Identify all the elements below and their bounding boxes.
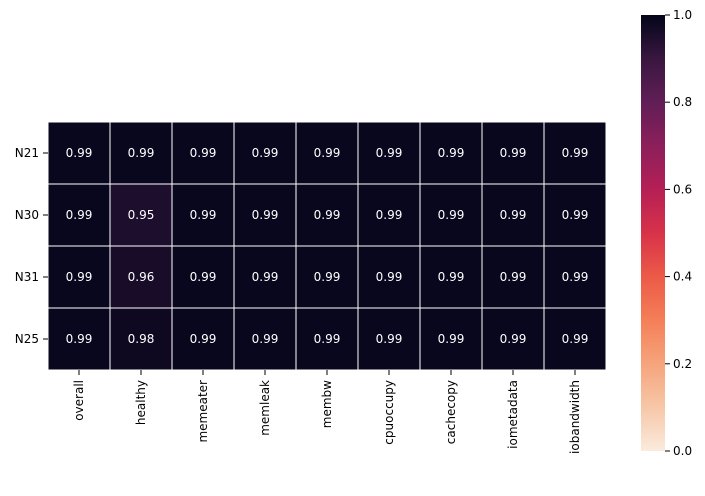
heatmap-cell — [419, 245, 483, 309]
cell-value-label: 0.99 — [376, 208, 403, 222]
heatmap-cell — [47, 245, 111, 309]
cell-value-label: 0.99 — [562, 146, 589, 160]
cell-value-label: 0.99 — [500, 208, 527, 222]
cell-value-label: 0.99 — [376, 270, 403, 284]
y-axis: N21 N30 N31 N25 — [15, 146, 48, 346]
x-tick-label: memeater — [196, 380, 210, 443]
x-tick-label: memleak — [258, 380, 272, 436]
cell-value-label: 0.99 — [66, 332, 93, 346]
cell-value-label: 0.99 — [252, 146, 279, 160]
heatmap-cell — [171, 121, 235, 185]
heatmap-cell — [109, 121, 173, 185]
heatmap-cell — [171, 183, 235, 247]
y-tick-label: N31 — [15, 270, 39, 284]
cell-value-label: 0.99 — [314, 208, 341, 222]
x-axis: overall healthy memeater memleak membw cpuocc… — [72, 370, 582, 454]
cell-value-label: 0.99 — [252, 332, 279, 346]
cell-value-label: 0.98 — [128, 332, 155, 346]
cell-value-label: 0.99 — [438, 332, 465, 346]
heatmap-cell — [419, 183, 483, 247]
cell-value-label: 0.99 — [438, 146, 465, 160]
heatmap-cell — [543, 183, 607, 247]
heatmap-cell — [233, 245, 297, 309]
cell-value-label: 0.99 — [562, 270, 589, 284]
cell-value-label: 0.99 — [562, 208, 589, 222]
heatmap-cell — [233, 307, 297, 371]
cell-value-label: 0.99 — [314, 332, 341, 346]
colorbar-gradient — [641, 15, 665, 451]
heatmap-cell — [481, 183, 545, 247]
cell-value-label: 0.99 — [252, 208, 279, 222]
x-tick-label: overall — [72, 380, 86, 421]
cell-value-label: 0.99 — [190, 208, 217, 222]
heatmap-cells — [47, 121, 607, 371]
cell-value-label: 0.95 — [128, 208, 155, 222]
x-tick-label: iometadata — [506, 380, 520, 449]
colorbar: 0.0 0.2 0.4 0.6 0.8 1.0 — [641, 8, 692, 458]
cell-value-label: 0.99 — [438, 270, 465, 284]
heatmap-cell — [357, 121, 421, 185]
colorbar-tick-label: 0.0 — [673, 444, 692, 458]
heatmap-cell — [109, 245, 173, 309]
cell-value-label: 0.99 — [500, 270, 527, 284]
cell-value-label: 0.99 — [66, 208, 93, 222]
heatmap-cell — [543, 245, 607, 309]
cell-labels: 0.99 0.99 0.99 0.99 0.99 0.99 0.99 0.99 0.99 0.99… — [66, 146, 589, 346]
cell-value-label: 0.99 — [190, 146, 217, 160]
colorbar-tick-label: 0.8 — [673, 95, 692, 109]
heatmap-cell — [47, 121, 111, 185]
cell-value-label: 0.99 — [252, 270, 279, 284]
heatmap-cell — [47, 183, 111, 247]
x-tick-label: cpuoccupy — [382, 380, 396, 445]
cell-value-label: 0.99 — [190, 270, 217, 284]
cell-value-label: 0.99 — [438, 208, 465, 222]
cell-value-label: 0.99 — [376, 332, 403, 346]
heatmap-cell — [295, 245, 359, 309]
cell-value-label: 0.99 — [66, 270, 93, 284]
heatmap-cell — [543, 307, 607, 371]
cell-value-label: 0.99 — [500, 332, 527, 346]
cell-value-label: 0.99 — [314, 270, 341, 284]
cell-value-label: 0.99 — [376, 146, 403, 160]
heatmap-cell — [295, 183, 359, 247]
x-tick-label: iobandwidth — [568, 380, 582, 454]
colorbar-tick-label: 0.6 — [673, 182, 692, 196]
heatmap-cell — [481, 121, 545, 185]
y-tick-label: N25 — [15, 332, 39, 346]
heatmap-cell — [109, 307, 173, 371]
cell-value-label: 0.99 — [314, 146, 341, 160]
cell-value-label: 0.99 — [128, 146, 155, 160]
x-tick-label: membw — [320, 380, 334, 428]
y-tick-label: N21 — [15, 146, 39, 160]
cell-value-label: 0.96 — [128, 270, 155, 284]
cell-value-label: 0.99 — [190, 332, 217, 346]
heatmap-cell — [171, 245, 235, 309]
heatmap-cell — [47, 307, 111, 371]
cell-value-label: 0.99 — [562, 332, 589, 346]
x-tick-label: healthy — [134, 380, 148, 425]
x-tick-label: cachecopy — [444, 380, 458, 444]
colorbar-tick-label: 0.4 — [673, 270, 692, 284]
cell-value-label: 0.99 — [500, 146, 527, 160]
colorbar-tick-label: 1.0 — [673, 8, 692, 22]
colorbar-tick-label: 0.2 — [673, 357, 692, 371]
cell-value-label: 0.99 — [66, 146, 93, 160]
y-tick-label: N30 — [15, 208, 39, 222]
